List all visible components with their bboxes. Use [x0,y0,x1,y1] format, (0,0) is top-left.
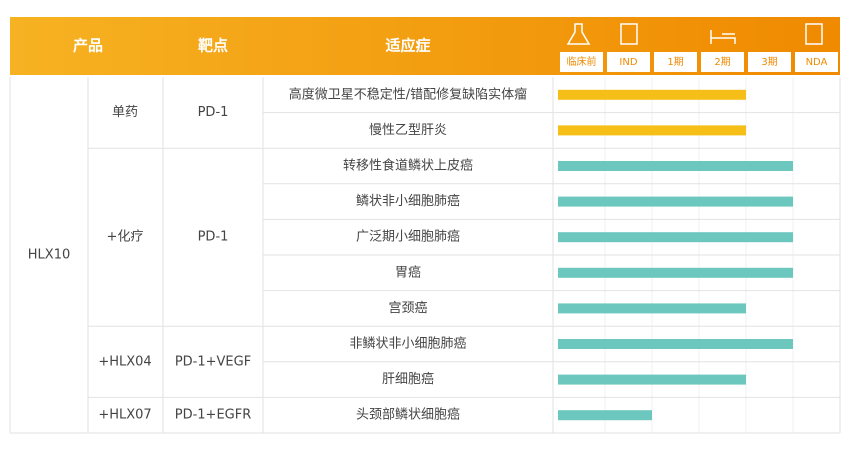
phase-label-bg [607,52,650,72]
stage-bar [558,410,652,421]
phase-label: IND [619,57,637,68]
stage-bar [558,339,793,349]
indication: 广泛期小细胞肺癌 [356,229,460,245]
header-target: 靶点 [198,37,228,55]
indication: 高度微卫星不稳定性/错配修复缺陷实体瘤 [289,86,527,102]
indication: 慢性乙型肝炎 [369,122,447,138]
phase-label-bg [748,52,791,72]
phase-label: 3期 [761,56,777,68]
phase-icons [566,23,823,45]
phase-label-bg [795,52,838,72]
stage-bar [558,303,746,314]
target: PD-1+VEGF [175,354,251,369]
phase-label: NDA [806,57,828,68]
stage-bar [558,161,793,171]
indication: 胃癌 [395,264,421,280]
indication: 鳞状非小细胞肺癌 [356,193,460,209]
indication: 转移性食道鳞状上皮癌 [343,158,473,174]
regimen: +HLX04 [98,354,151,369]
stage-bar [558,89,746,100]
phase-label: 1期 [667,56,683,68]
phase-label-bg [560,52,603,72]
header-indication: 适应症 [385,37,430,55]
product-name: HLX10 [28,248,70,263]
phase-label: 临床前 [567,55,597,68]
indication: 宫颈癌 [388,300,427,316]
target: PD-1+EGFR [175,408,252,423]
target: PD-1 [198,230,229,245]
indication: 头颈部鳞状细胞癌 [356,407,460,423]
regimen: +化疗 [107,230,144,245]
stage-bar [558,196,793,207]
header-product: 产品 [73,37,103,55]
phase-label: 2期 [714,56,730,68]
target: PD-1 [198,105,229,120]
stage-bar [558,125,746,136]
regimen: +HLX07 [98,408,151,423]
regimen: 单药 [112,105,138,120]
phase-label-bg [654,52,697,72]
indication: 非鳞状非小细胞肺癌 [349,336,466,352]
stage-bar [558,267,793,278]
indication: 肝细胞癌 [382,371,434,387]
stage-bar [558,232,793,243]
phase-label-bg [701,52,744,72]
stage-bar [558,374,746,385]
